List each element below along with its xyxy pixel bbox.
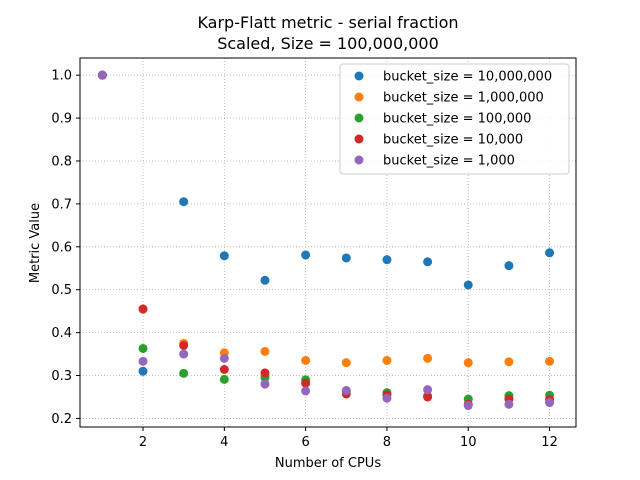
data-point <box>545 398 555 408</box>
data-point <box>423 385 433 395</box>
data-point <box>219 251 229 261</box>
data-point <box>260 379 270 389</box>
legend-marker <box>354 134 364 144</box>
legend-entry: bucket_size = 10,000 <box>383 133 523 148</box>
data-point <box>341 253 351 263</box>
data-point <box>301 355 311 365</box>
y-tick-label: 1.0 <box>51 69 72 84</box>
x-tick-label: 8 <box>383 435 391 450</box>
data-point <box>260 346 270 356</box>
x-tick-label: 10 <box>460 435 477 450</box>
y-tick-label: 0.2 <box>51 412 72 427</box>
data-point <box>341 358 351 368</box>
data-point <box>463 280 473 290</box>
legend-marker <box>354 155 364 165</box>
data-point <box>219 353 229 363</box>
legend-entry: bucket_size = 100,000 <box>383 112 531 127</box>
y-tick-label: 0.3 <box>51 369 72 384</box>
legend-entry: bucket_size = 1,000 <box>383 154 515 169</box>
data-point <box>504 357 514 367</box>
data-point <box>545 248 555 258</box>
data-point <box>423 392 433 402</box>
data-point <box>504 261 514 271</box>
series-4 <box>97 70 555 411</box>
data-point <box>179 340 189 350</box>
y-tick-label: 0.5 <box>51 283 72 298</box>
data-point <box>219 374 229 384</box>
y-tick-label: 0.9 <box>51 112 72 127</box>
y-tick-label: 0.4 <box>51 326 72 341</box>
x-axis-label: Number of CPUs <box>275 456 381 471</box>
data-point <box>423 353 433 363</box>
data-points <box>97 70 555 411</box>
data-point <box>138 343 148 353</box>
data-point <box>260 368 270 378</box>
legend-entry: bucket_size = 1,000,000 <box>383 91 544 106</box>
data-point <box>341 386 351 396</box>
legend-box <box>339 63 570 175</box>
data-point <box>179 197 189 207</box>
chart-subtitle: Scaled, Size = 100,000,000 <box>217 34 439 53</box>
data-point <box>423 257 433 267</box>
data-point <box>301 378 311 388</box>
series-0 <box>97 70 555 376</box>
legend-marker <box>354 71 364 81</box>
legend-entry: bucket_size = 10,000,000 <box>383 70 552 85</box>
data-point <box>138 304 148 314</box>
data-point <box>382 255 392 265</box>
data-point <box>138 366 148 376</box>
y-tick-label: 0.7 <box>51 197 72 212</box>
data-point <box>382 355 392 365</box>
legend: bucket_size = 10,000,000 bucket_size = 1,… <box>339 63 570 175</box>
x-tick-label: 2 <box>139 435 147 450</box>
data-point <box>301 386 311 396</box>
data-point <box>545 356 555 366</box>
plot-frame <box>79 57 577 428</box>
x-tick-label: 12 <box>541 435 558 450</box>
data-point <box>260 275 270 285</box>
chart-title: Karp-Flatt metric - serial fraction <box>197 13 458 32</box>
data-point <box>179 368 189 378</box>
x-tick-label: 6 <box>301 435 309 450</box>
legend-marker <box>354 113 364 123</box>
data-point <box>301 250 311 260</box>
data-point <box>219 365 229 375</box>
x-tick-label: 4 <box>220 435 228 450</box>
data-point <box>179 349 189 359</box>
data-point <box>138 356 148 366</box>
data-point <box>504 399 514 409</box>
legend-marker <box>354 92 364 102</box>
data-point <box>97 70 107 80</box>
y-tick-label: 0.8 <box>51 154 72 169</box>
y-axis-label: Metric Value <box>28 203 43 283</box>
y-tick-label: 0.6 <box>51 240 72 255</box>
data-point <box>382 393 392 403</box>
data-point <box>463 358 473 368</box>
axis-ticks: 2 4 6 8 10 12 0.2 0.3 0.4 0.5 0.6 0.7 0.8 0.9 1.0 <box>51 69 558 450</box>
data-point <box>463 401 473 411</box>
